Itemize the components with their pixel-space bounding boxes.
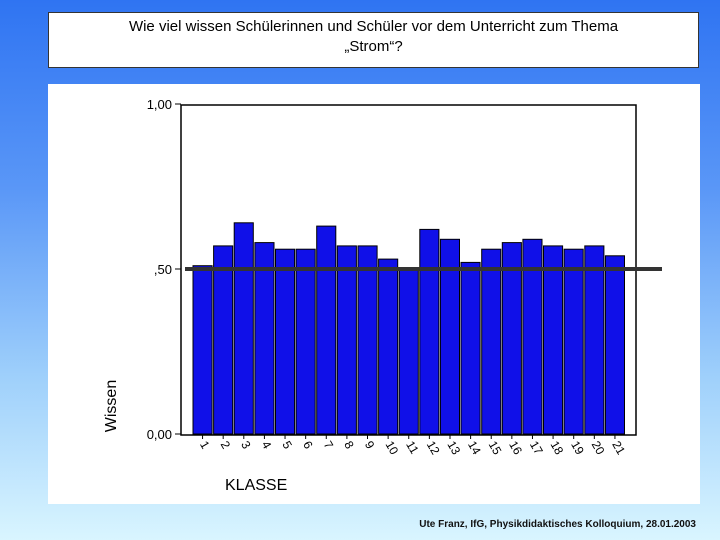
- x-tick-label: 1: [197, 439, 213, 452]
- bar-14: [460, 261, 481, 435]
- x-tick-label: 16: [506, 439, 525, 458]
- slide-title-line-2: „Strom“?: [344, 38, 403, 55]
- bar-9: [357, 245, 378, 435]
- bar-13: [439, 238, 460, 435]
- bar-16: [501, 242, 522, 435]
- slide-title-line-1: Wie viel wissen Schülerinnen und Schüler…: [128, 18, 619, 35]
- bars-group: [192, 222, 626, 435]
- x-tick-label: 7: [321, 439, 337, 452]
- x-tick-label: 9: [362, 439, 378, 452]
- x-tick-label: 2: [218, 439, 234, 452]
- x-tick-label: 5: [279, 439, 295, 452]
- x-tick-label: 4: [259, 439, 275, 452]
- slide-title: Wie viel wissen Schülerinnen und Schüler…: [48, 12, 699, 68]
- bar-7: [316, 225, 337, 435]
- bar-20: [584, 245, 605, 435]
- x-tick-label: 21: [609, 439, 628, 458]
- x-tick-label: 6: [300, 439, 316, 452]
- bar-17: [522, 238, 543, 435]
- bar-chart: 0,00,501,00 1 2 3 4 5 6 7 8 9 10 11 12 13 14 15 16 17 18 1…: [103, 97, 662, 494]
- y-tick-label: ,50: [154, 262, 172, 277]
- bar-19: [563, 248, 584, 435]
- bar-12: [419, 228, 440, 435]
- bar-15: [481, 248, 502, 435]
- x-tick-label: 15: [486, 439, 505, 458]
- x-tick-label: 13: [444, 439, 463, 458]
- bar-21: [604, 255, 626, 435]
- bar-10: [378, 258, 399, 435]
- y-tick-label: 0,00: [147, 427, 172, 442]
- x-tick-label: 8: [341, 439, 357, 452]
- bar-3: [233, 222, 254, 435]
- bar-2: [213, 245, 234, 435]
- x-tick-label: 14: [465, 439, 484, 458]
- y-axis-ticks: 0,00 ,50 1,00: [147, 97, 181, 442]
- x-tick-label: 11: [403, 439, 422, 457]
- bar-8: [336, 245, 357, 435]
- bar-11: [398, 268, 419, 435]
- x-axis-title: KLASSE: [225, 477, 287, 494]
- bar-6: [295, 248, 316, 435]
- y-axis-title: Wissen: [103, 380, 120, 432]
- bar-4: [254, 242, 275, 435]
- bar-1: [192, 265, 213, 435]
- y-tick-label: 1,00: [147, 97, 172, 112]
- x-tick-label: 18: [548, 439, 567, 458]
- x-tick-label: 12: [424, 439, 443, 458]
- x-tick-label: 17: [527, 439, 546, 458]
- bar-18: [543, 245, 564, 435]
- x-tick-label: 20: [589, 439, 608, 458]
- footer-credit: Ute Franz, IfG, Physikdidaktisches Kollo…: [419, 519, 696, 530]
- x-tick-label: 10: [383, 439, 402, 458]
- x-axis-ticks: 1 2 3 4 5 6 7 8 9 10 11 12 13 14 15 16 17 18 19 20 21: [197, 435, 628, 457]
- x-tick-label: 3: [238, 439, 254, 452]
- x-tick-label: 19: [568, 439, 587, 458]
- bar-5: [275, 248, 296, 435]
- chart-panel: 0,00,50 1,00 1 2 3 4 5 6 7 8 9 10 11 12 13 14 15 16 17 18 1…: [48, 84, 700, 504]
